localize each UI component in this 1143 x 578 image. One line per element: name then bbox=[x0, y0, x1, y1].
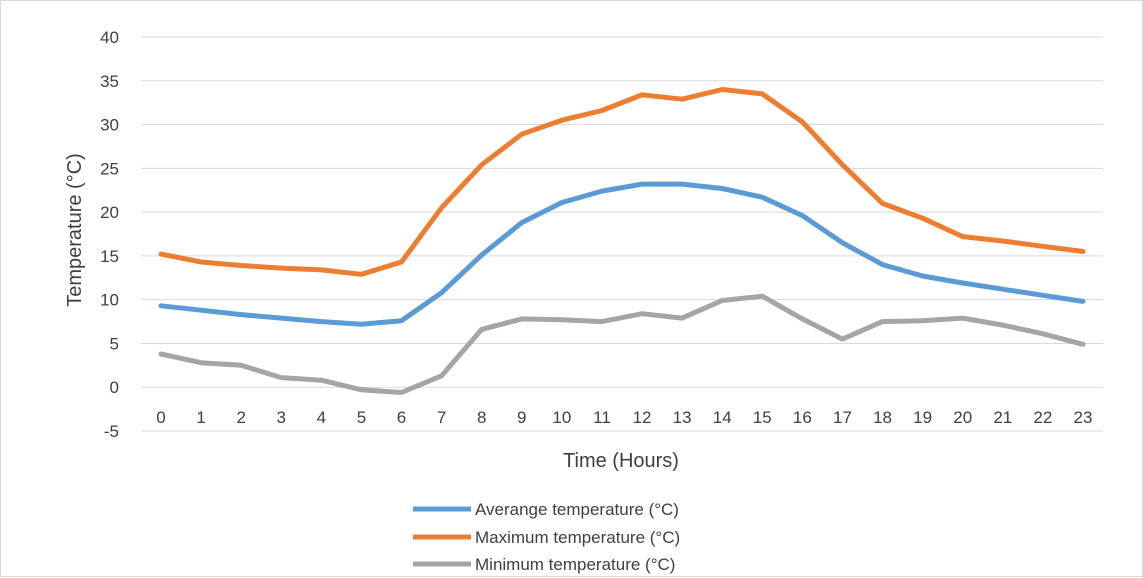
x-tick-label: 2 bbox=[236, 408, 245, 427]
x-tick-label: 4 bbox=[317, 408, 326, 427]
x-tick-label: 9 bbox=[517, 408, 526, 427]
series-lines bbox=[158, 87, 1086, 395]
y-tick-label: 40 bbox=[100, 28, 119, 47]
x-tick-label: 1 bbox=[196, 408, 205, 427]
x-tick-label: 21 bbox=[993, 408, 1012, 427]
legend: Averange temperature (°C) Maximum tempera… bbox=[413, 500, 680, 574]
x-tick-label: 16 bbox=[793, 408, 812, 427]
gridlines bbox=[141, 36, 1103, 432]
x-tick-label: 19 bbox=[913, 408, 932, 427]
y-axis-title: Temperature (°C) bbox=[64, 153, 86, 307]
x-axis-ticks: 0 1 2 3 4 5 6 7 8 9 10 11 12 13 14 15 16 17 18 19 20 21 22 23 bbox=[156, 408, 1092, 427]
series-line-1 bbox=[158, 87, 1086, 277]
x-axis-title: Time (Hours) bbox=[563, 450, 679, 472]
y-tick-label: 15 bbox=[100, 247, 119, 266]
y-tick-label: 0 bbox=[110, 378, 119, 397]
x-tick-label: 13 bbox=[673, 408, 692, 427]
series-line-0 bbox=[158, 181, 1086, 327]
x-tick-label: 5 bbox=[357, 408, 366, 427]
x-tick-label: 15 bbox=[753, 408, 772, 427]
y-tick-label: 20 bbox=[100, 203, 119, 222]
x-tick-label: 6 bbox=[397, 408, 406, 427]
series-line-2 bbox=[158, 293, 1086, 395]
x-tick-label: 18 bbox=[873, 408, 892, 427]
x-tick-label: 3 bbox=[277, 408, 286, 427]
x-tick-label: 0 bbox=[156, 408, 165, 427]
y-tick-label: 25 bbox=[100, 159, 119, 178]
y-tick-label: 5 bbox=[110, 334, 119, 353]
x-tick-label: 12 bbox=[633, 408, 652, 427]
x-tick-label: 10 bbox=[552, 408, 571, 427]
y-tick-label: 10 bbox=[100, 291, 119, 310]
legend-label-1: Maximum temperature (°C) bbox=[475, 528, 680, 547]
y-tick-label: 30 bbox=[100, 116, 119, 135]
x-tick-label: 17 bbox=[833, 408, 852, 427]
x-tick-label: 22 bbox=[1033, 408, 1052, 427]
x-tick-label: 14 bbox=[713, 408, 732, 427]
x-tick-label: 8 bbox=[477, 408, 486, 427]
y-tick-label: 35 bbox=[100, 72, 119, 91]
x-tick-label: 23 bbox=[1073, 408, 1092, 427]
legend-label-0: Averange temperature (°C) bbox=[475, 500, 679, 519]
y-tick-label: -5 bbox=[104, 422, 119, 441]
x-tick-label: 11 bbox=[593, 408, 611, 427]
x-tick-label: 20 bbox=[953, 408, 972, 427]
y-axis-ticks: -5 0 5 10 15 20 25 30 35 40 bbox=[100, 28, 119, 441]
legend-label-2: Minimum temperature (°C) bbox=[475, 555, 675, 574]
x-tick-label: 7 bbox=[437, 408, 446, 427]
